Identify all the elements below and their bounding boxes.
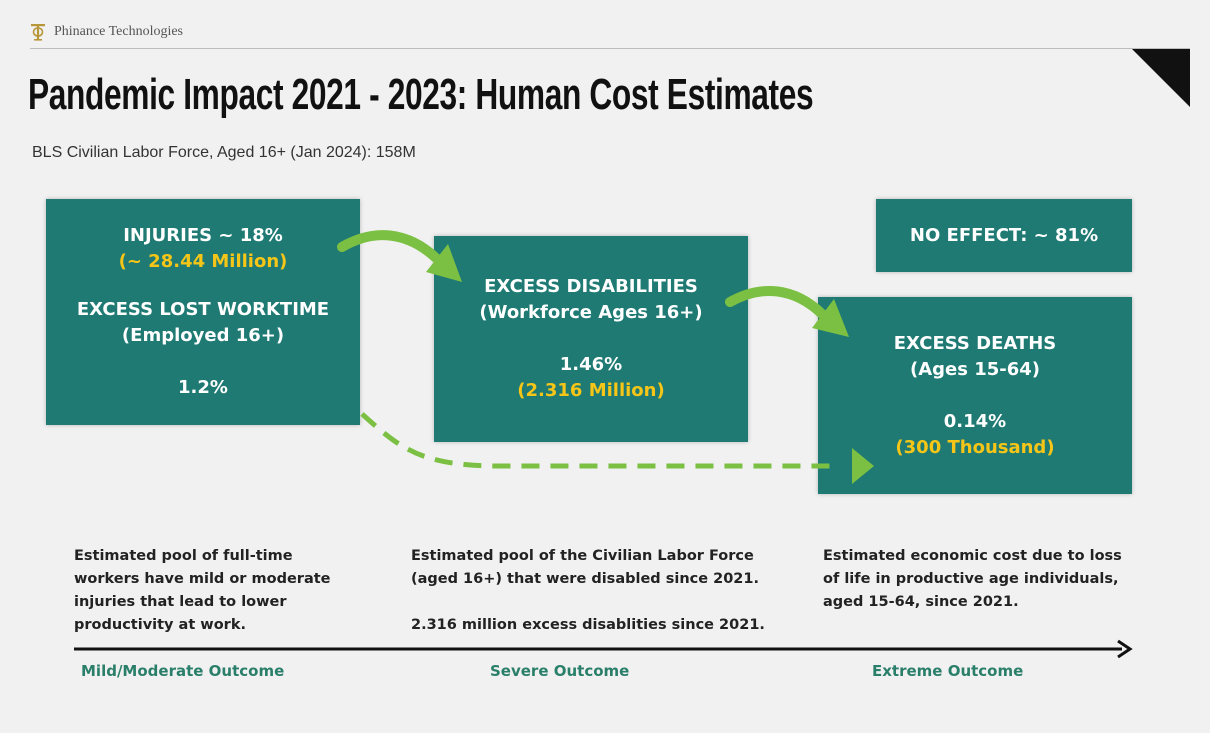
injuries-box: INJURIES ~ 18% (~ 28.44 Million) EXCESS …	[46, 199, 360, 425]
desc-line: aged 15-64, since 2021.	[823, 594, 1019, 610]
brand-name: Phinance Technologies	[54, 24, 184, 39]
curved-arrow-2-head	[812, 299, 849, 337]
desc-line: of life in productive age individuals,	[823, 571, 1119, 587]
disabilities-label: EXCESS DISABILITIES	[484, 276, 698, 297]
desc-line: Estimated economic cost due to loss	[823, 548, 1122, 564]
description-mild: Estimated pool of full-time workers have…	[74, 545, 331, 637]
brand-logo-icon	[30, 22, 46, 42]
page-title: Pandemic Impact 2021 - 2023: Human Cost …	[28, 70, 814, 119]
outcome-label-severe: Severe Outcome	[490, 662, 630, 680]
disabilities-highlight: (2.316 Million)	[517, 380, 665, 401]
lost-worktime-sublabel: (Employed 16+)	[121, 325, 285, 346]
desc-line: (aged 16+) that were disabled since 2021…	[411, 571, 759, 587]
deaths-highlight: (300 Thousand)	[895, 436, 1055, 458]
disabilities-sublabel: (Workforce Ages 16+)	[479, 302, 703, 323]
header-divider	[30, 48, 1190, 49]
desc-line: workers have mild or moderate	[74, 571, 331, 587]
curved-arrow-2	[725, 286, 827, 319]
brand: Phinance Technologies	[30, 20, 183, 44]
deaths-box: EXCESS DEATHS (Ages 15-64) 0.14% (300 Th…	[818, 297, 1132, 494]
no-effect-box: NO EFFECT: ~ 81%	[876, 199, 1132, 272]
description-severe: Estimated pool of the Civilian Labor For…	[411, 545, 765, 637]
page-subtitle: BLS Civilian Labor Force, Aged 16+ (Jan …	[32, 144, 416, 161]
lost-worktime-value: 1.2%	[178, 377, 228, 398]
desc-line: injuries that lead to lower	[74, 594, 287, 610]
outcome-label-mild: Mild/Moderate Outcome	[81, 662, 285, 680]
injuries-highlight: (~ 28.44 Million)	[118, 251, 288, 272]
desc-line: Estimated pool of full-time	[74, 548, 293, 564]
corner-triangle	[1132, 49, 1190, 107]
deaths-value: 0.14%	[943, 410, 1007, 432]
injuries-heading: INJURIES ~ 18%	[123, 225, 283, 246]
description-extreme: Estimated economic cost due to loss of l…	[823, 545, 1122, 614]
desc-line: Estimated pool of the Civilian Labor For…	[411, 548, 754, 564]
no-effect-label: NO EFFECT: ~ 81%	[909, 224, 1099, 246]
lost-worktime-label: EXCESS LOST WORKTIME	[76, 299, 330, 320]
dashed-arrow	[360, 412, 838, 469]
deaths-sublabel: (Ages 15-64)	[909, 358, 1041, 380]
dashed-arrow-head	[852, 448, 874, 484]
curved-arrow-1	[337, 230, 441, 263]
outcome-label-extreme: Extreme Outcome	[872, 662, 1024, 680]
disabilities-value: 1.46%	[559, 354, 623, 375]
desc-line: 2.316 million excess disablities since 2…	[411, 617, 765, 633]
deaths-label: EXCESS DEATHS	[893, 332, 1057, 354]
curved-arrow-1-head	[426, 244, 462, 282]
desc-line: productivity at work.	[74, 617, 246, 633]
disabilities-box: EXCESS DISABILITIES (Workforce Ages 16+)…	[434, 236, 748, 442]
outcome-timeline-head	[1117, 639, 1133, 659]
